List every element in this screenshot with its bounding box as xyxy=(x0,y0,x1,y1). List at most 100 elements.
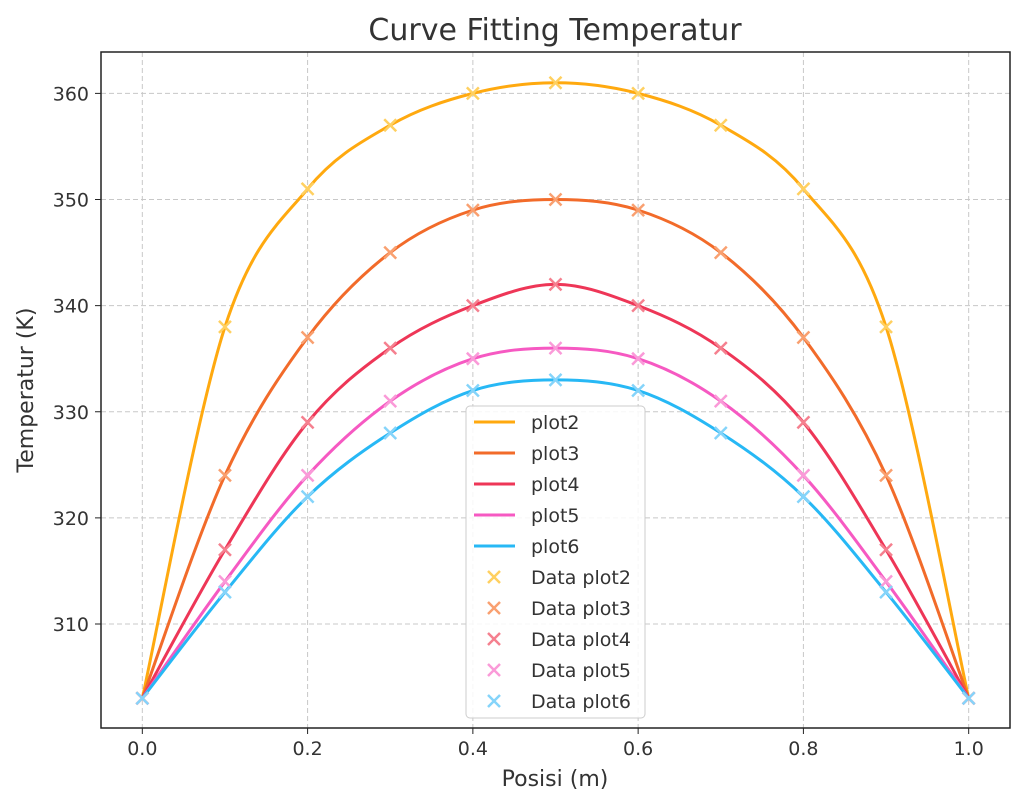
x-marker-icon xyxy=(961,691,976,706)
data-point-plot5 xyxy=(548,341,563,355)
data-point-plot4 xyxy=(631,298,646,313)
data-point-plot2 xyxy=(383,118,398,133)
chart-title: Curve Fitting Temperatur xyxy=(368,13,742,48)
x-marker-icon xyxy=(218,574,232,589)
x-marker-icon xyxy=(548,75,563,90)
data-point-plot3 xyxy=(300,330,315,345)
y-tick-label: 320 xyxy=(53,508,89,530)
x-marker-icon xyxy=(487,694,501,708)
x-marker-icon xyxy=(300,415,315,430)
legend-label-data-plot2: Data plot2 xyxy=(531,567,631,589)
data-point-plot5 xyxy=(796,468,811,483)
data-point-plot5 xyxy=(713,394,728,409)
data-point-plot4 xyxy=(713,341,728,355)
data-point-plot2 xyxy=(548,75,563,90)
x-tick-label: 0.6 xyxy=(623,738,653,760)
x-marker-icon xyxy=(713,341,728,355)
y-axis-label: Temperatur (K) xyxy=(14,308,39,474)
x-marker-icon xyxy=(713,245,728,260)
x-marker-icon xyxy=(548,373,563,387)
x-marker-icon xyxy=(487,601,501,615)
x-marker-icon xyxy=(300,489,315,504)
x-marker-icon xyxy=(465,298,480,313)
x-tick-label: 1.0 xyxy=(954,738,984,760)
x-marker-icon xyxy=(487,632,501,646)
data-point-plot6 xyxy=(548,373,563,387)
data-point-plot3 xyxy=(218,468,232,483)
legend: plot2 Data plot2 plot3 Data plot3 plot4 Data … xyxy=(465,405,646,719)
x-marker-icon xyxy=(631,298,646,313)
data-point-plot4 xyxy=(383,341,398,355)
data-point-plot6 xyxy=(300,489,315,504)
legend-marker-plot4 xyxy=(487,632,501,646)
x-marker-icon xyxy=(465,86,480,101)
data-point-plot2 xyxy=(218,319,232,334)
data-point-plot6 xyxy=(796,489,811,504)
data-point-plot3 xyxy=(631,203,646,218)
x-marker-icon xyxy=(713,118,728,133)
data-point-plot5 xyxy=(300,468,315,483)
data-point-plot2 xyxy=(879,319,893,334)
x-marker-icon xyxy=(383,341,398,355)
data-point-plot3 xyxy=(548,192,563,207)
x-marker-icon xyxy=(796,415,811,430)
data-point-plot5 xyxy=(631,351,646,366)
legend-marker-plot3 xyxy=(487,601,501,615)
legend-label-data-plot3: Data plot3 xyxy=(531,598,631,620)
legend-marker-plot6 xyxy=(487,694,501,708)
x-marker-icon xyxy=(796,330,811,345)
data-point-plot4 xyxy=(465,298,480,313)
y-tick-label: 340 xyxy=(53,296,89,318)
x-marker-icon xyxy=(879,319,893,334)
x-marker-icon xyxy=(548,341,563,355)
y-tick-label: 310 xyxy=(53,614,89,636)
x-tick-label: 0.0 xyxy=(127,738,157,760)
data-point-plot5 xyxy=(383,394,398,409)
data-point-plot4 xyxy=(879,542,893,557)
plot-frame xyxy=(100,51,1011,729)
x-marker-icon xyxy=(631,86,646,101)
x-marker-icon xyxy=(879,585,893,600)
x-marker-icon xyxy=(218,542,232,557)
x-marker-icon xyxy=(879,468,893,483)
x-marker-icon xyxy=(631,383,646,398)
data-point-plot2 xyxy=(713,118,728,133)
data-point-plot4 xyxy=(796,415,811,430)
x-marker-icon xyxy=(631,203,646,218)
x-marker-icon xyxy=(487,663,501,677)
y-tick-label: 360 xyxy=(53,83,89,105)
y-tick-label: 330 xyxy=(53,402,89,424)
y-tick-label: 350 xyxy=(53,190,89,212)
x-marker-icon xyxy=(548,192,563,207)
x-marker-icon xyxy=(796,182,811,196)
data-point-plot6 xyxy=(465,383,480,398)
x-marker-icon xyxy=(465,203,480,218)
legend-label-plot3: plot3 xyxy=(531,443,580,465)
x-marker-icon xyxy=(879,574,893,589)
data-point-plot3 xyxy=(713,245,728,260)
x-marker-icon xyxy=(300,330,315,345)
data-point-plot2 xyxy=(631,86,646,101)
data-point-plot2 xyxy=(300,182,315,196)
x-axis-label: Posisi (m) xyxy=(502,767,609,792)
x-marker-icon xyxy=(879,542,893,557)
x-marker-icon xyxy=(713,426,728,440)
x-marker-icon xyxy=(713,394,728,409)
x-marker-icon xyxy=(218,468,232,483)
data-point-plot2 xyxy=(465,86,480,101)
x-marker-icon xyxy=(383,426,398,440)
data-point-plot5 xyxy=(218,574,232,589)
x-marker-icon xyxy=(465,351,480,366)
legend-label-plot5: plot5 xyxy=(531,505,580,527)
data-point-plot5 xyxy=(465,351,480,366)
x-marker-icon xyxy=(383,394,398,409)
data-point-plot3 xyxy=(796,330,811,345)
data-point-plot6 xyxy=(879,585,893,600)
x-marker-icon xyxy=(218,585,232,600)
legend-label-plot6: plot6 xyxy=(531,536,580,558)
x-marker-icon xyxy=(631,351,646,366)
x-marker-icon xyxy=(796,489,811,504)
data-point-plot6 xyxy=(713,426,728,440)
data-point-plot6 xyxy=(218,585,232,600)
